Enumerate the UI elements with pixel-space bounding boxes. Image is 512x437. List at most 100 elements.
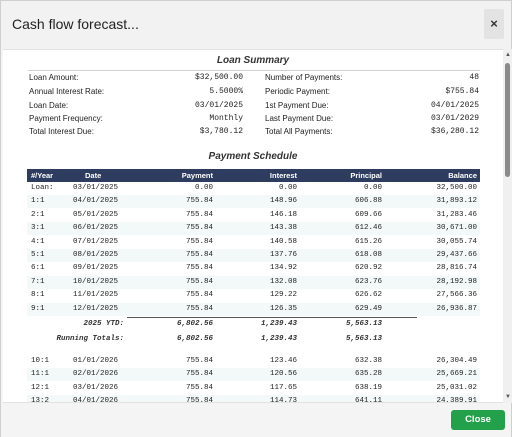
- loan-amount-value: $32,500.00: [194, 73, 243, 82]
- scroll-down-icon[interactable]: ▼: [505, 394, 511, 400]
- row-balance: 30,671.00: [436, 224, 477, 233]
- row-interest: 137.76: [269, 251, 297, 259]
- row-payment: 755.84: [185, 277, 213, 286]
- row-interest: 114.73: [269, 397, 297, 403]
- row-payment: 755.84: [185, 357, 213, 365]
- row-year: 1:1: [31, 197, 45, 206]
- dialog-titlebar: Cash flow forecast... ×: [1, 1, 511, 49]
- row-payment: 0.00: [194, 184, 213, 192]
- row-principal: 623.76: [354, 277, 382, 286]
- dialog-footer: [1, 403, 511, 437]
- row-year: Loan:: [31, 184, 54, 192]
- total-payments-label: Total All Payments:: [265, 127, 333, 136]
- row-interest: 148.96: [269, 197, 297, 206]
- table-row: 9:1 12/01/2025 755.84 126.35 629.49 26,936.87: [27, 302, 480, 316]
- running-label: Running Totals:: [56, 335, 124, 343]
- num-payments-label: Number of Payments:: [265, 73, 343, 82]
- loan-date-label: Loan Date:: [29, 101, 69, 110]
- table-row: 5:1 08/01/2025 755.84 137.76 618.08 29,437.66: [27, 249, 480, 262]
- row-year: 12:1: [31, 383, 50, 392]
- row-balance: 28,816.74: [436, 264, 477, 273]
- scrollbar-thumb[interactable]: [505, 63, 510, 177]
- row-interest: 140.58: [269, 237, 297, 246]
- table-row: 2:1 05/01/2025 755.84 146.18 609.66 31,283.46: [27, 209, 480, 222]
- row-principal: 606.88: [354, 197, 382, 206]
- row-principal: 615.26: [354, 237, 382, 246]
- scrollbar[interactable]: [503, 49, 512, 403]
- row-balance: 31,893.12: [436, 197, 477, 206]
- row-principal: 629.49: [354, 304, 382, 313]
- table-row: 1:1 04/01/2025 755.84 148.96 606.88 31,893.12: [27, 195, 480, 209]
- close-icon[interactable]: ×: [484, 9, 504, 39]
- col-payment: Payment: [181, 171, 213, 180]
- dialog-content: Loan Summary Loan Amount: $32,500.00 Ann…: [3, 49, 503, 403]
- running-principal: 5,563.13: [345, 335, 382, 343]
- running-row: Running Totals: 6,802.56 1,239.43 5,563.13: [27, 332, 480, 346]
- periodic-payment-value: $755.84: [445, 87, 479, 96]
- row-balance: 25,669.21: [436, 370, 477, 379]
- first-payment-value: 04/01/2025: [430, 101, 479, 110]
- row-date: 03/01/2025: [73, 184, 119, 192]
- total-payments-value: $36,280.12: [430, 127, 479, 136]
- num-payments-value: 48: [469, 73, 479, 82]
- row-payment: 755.84: [185, 264, 213, 273]
- close-button[interactable]: Close: [451, 410, 505, 430]
- row-year: 4:1: [31, 237, 45, 246]
- row-interest: 126.35: [269, 304, 297, 313]
- ytd-principal: 5,563.13: [345, 320, 382, 328]
- row-payment: 755.84: [185, 237, 213, 246]
- row-year: 5:1: [31, 251, 45, 259]
- row-payment: 755.84: [185, 304, 213, 313]
- row-date: 09/01/2025: [73, 264, 119, 273]
- row-payment: 755.84: [185, 251, 213, 259]
- total-interest-label: Total Interest Due:: [29, 127, 94, 136]
- row-year: 13:2: [31, 397, 50, 403]
- row-date: 12/01/2025: [73, 304, 119, 313]
- interest-rate-value: 5.5000%: [209, 87, 243, 96]
- schedule-header: #/Year Date Payment Interest Principal B…: [27, 169, 480, 182]
- row-year: 9:1: [31, 304, 45, 313]
- row-interest: 120.56: [269, 370, 297, 379]
- row-year: 2:1: [31, 210, 45, 219]
- ytd-interest: 1,239.43: [260, 320, 297, 328]
- payment-frequency-label: Payment Frequency:: [29, 114, 103, 123]
- ytd-row: 2025 YTD: 6,802.56 1,239.43 5,563.13: [27, 317, 480, 331]
- row-year: 10:1: [31, 357, 50, 365]
- row-payment: 755.84: [185, 291, 213, 300]
- col-balance: Balance: [448, 171, 477, 180]
- row-principal: 638.19: [354, 383, 382, 392]
- row-balance: 30,055.74: [436, 237, 477, 246]
- row-balance: 31,283.46: [436, 210, 477, 219]
- first-payment-label: 1st Payment Due:: [265, 101, 329, 110]
- row-payment: 755.84: [185, 397, 213, 403]
- scroll-up-icon[interactable]: ▲: [505, 52, 511, 58]
- row-principal: 0.00: [363, 184, 382, 192]
- ytd-label: 2025 YTD:: [83, 320, 124, 328]
- table-row: 7:1 10/01/2025 755.84 132.08 623.76 28,192.98: [27, 275, 480, 289]
- loan-summary-title: Loan Summary: [216, 55, 290, 66]
- loan-date-value: 03/01/2025: [194, 101, 243, 110]
- row-principal: 620.92: [354, 264, 382, 273]
- row-balance: 26,936.87: [436, 304, 477, 313]
- row-payment: 755.84: [185, 370, 213, 379]
- row-interest: 143.38: [269, 224, 297, 233]
- row-date: 04/01/2026: [73, 397, 119, 403]
- table-row: 6:1 09/01/2025 755.84 134.92 620.92 28,816.74: [27, 262, 480, 275]
- running-payment: 6,802.56: [176, 335, 213, 343]
- row-date: 11/01/2025: [73, 291, 119, 300]
- payment-schedule-title: Payment Schedule: [208, 151, 298, 162]
- table-row: 11:1 02/01/2026 755.84 120.56 635.28 25,669.2…: [27, 368, 480, 382]
- row-balance: 28,192.98: [436, 277, 477, 286]
- row-principal: 612.46: [354, 224, 382, 233]
- table-row: 10:1 01/01/2026 755.84 123.46 632.38 26,304.4…: [27, 355, 480, 368]
- row-year: 6:1: [31, 264, 45, 273]
- total-interest-value: $3,780.12: [199, 127, 243, 136]
- row-balance: 32,500.00: [436, 184, 477, 192]
- row-interest: 123.46: [269, 357, 297, 365]
- ytd-payment: 6,802.56: [176, 320, 213, 328]
- row-principal: 626.62: [354, 291, 382, 300]
- row-year: 8:1: [31, 291, 45, 300]
- loan-amount-label: Loan Amount:: [29, 73, 79, 82]
- col-date: Date: [85, 171, 102, 180]
